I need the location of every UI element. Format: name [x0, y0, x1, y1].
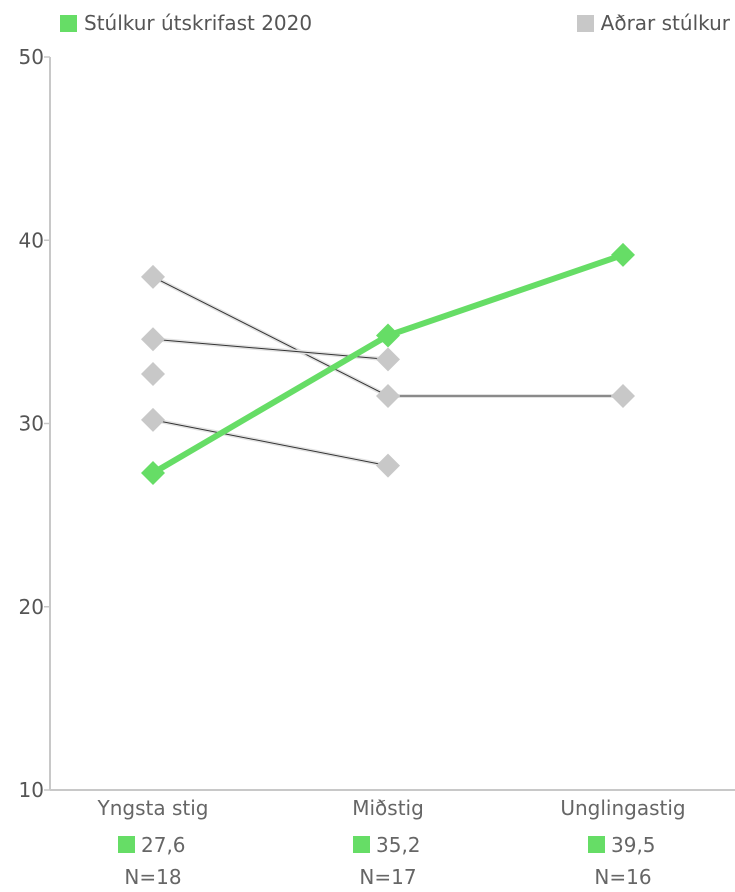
summary-n: N=16 [594, 865, 651, 889]
y-tick-label: 40 [19, 228, 44, 252]
other-point [376, 453, 400, 478]
summary-value: 27,6 [141, 833, 186, 857]
y-tick-label: 20 [19, 595, 44, 619]
summary-n: N=18 [124, 865, 181, 889]
legend-label-other: Aðrar stúlkur [600, 11, 730, 35]
x-category-label: Unglingastig [560, 796, 685, 820]
other-line [152, 419, 389, 467]
legend-item-main[interactable]: Stúlkur útskrifast 2020 [60, 8, 312, 38]
legend-swatch-other [576, 14, 594, 32]
y-tick-label: 50 [19, 45, 44, 69]
category-labels: Yngsta stig 27,6 N=18 Miðstig 35,2 N=17 Unglin… [97, 796, 686, 889]
main-point [141, 460, 165, 485]
legend-item-other[interactable]: Aðrar stúlkur [576, 8, 730, 38]
main-point [376, 323, 400, 348]
other-point [611, 384, 635, 409]
legend-swatch-main [60, 14, 77, 32]
legend-label-main: Stúlkur útskrifast 2020 [84, 11, 313, 35]
data-points [141, 242, 635, 485]
main-point [611, 242, 635, 267]
other-point [376, 347, 400, 372]
summary-swatch [588, 836, 605, 853]
summary-value: 39,5 [611, 833, 656, 857]
other-point [141, 327, 165, 352]
x-category-label: Yngsta stig [97, 796, 209, 820]
summary-swatch [353, 836, 370, 853]
x-category-label: Miðstig [352, 796, 424, 820]
summary-swatch [118, 836, 135, 853]
other-point [376, 384, 400, 409]
y-tick-label: 10 [19, 778, 44, 802]
other-point [141, 264, 165, 289]
summary-value: 35,2 [376, 833, 421, 857]
axes: 10 20 30 40 50 [19, 45, 735, 802]
summary-n: N=17 [359, 865, 416, 889]
other-point [141, 407, 165, 432]
other-point [141, 362, 165, 387]
y-tick-label: 30 [19, 412, 44, 436]
